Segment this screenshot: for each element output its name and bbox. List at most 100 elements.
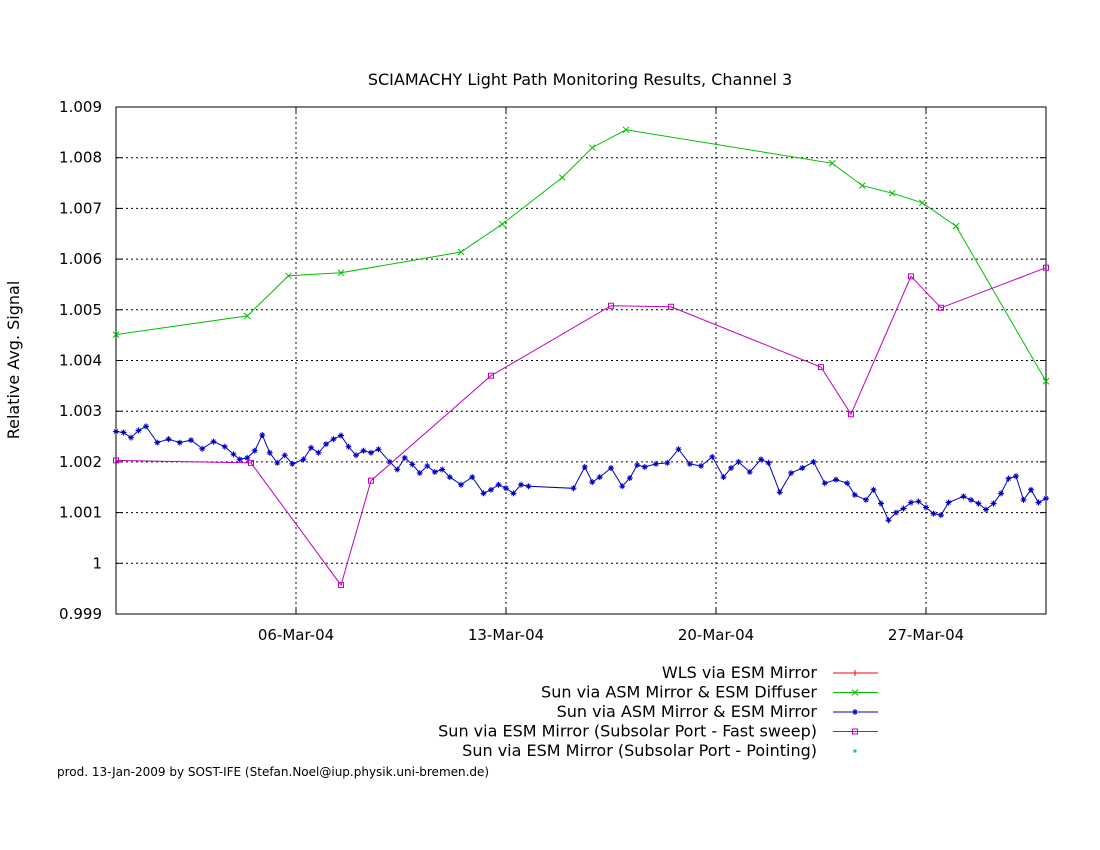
y-tick-label: 1.001	[59, 504, 102, 522]
data-point	[498, 220, 506, 228]
data-point	[143, 423, 149, 430]
y-tick-label: 1.006	[59, 250, 102, 268]
data-point	[375, 446, 382, 453]
data-point	[915, 498, 922, 505]
x-tick-label: 13-Mar-04	[468, 626, 544, 644]
data-point	[833, 476, 839, 483]
legend-entry: Sun via ASM Mirror & ESM Diffuser	[541, 683, 878, 702]
data-point	[893, 509, 899, 516]
data-point	[908, 499, 914, 506]
data-point	[570, 485, 577, 492]
legend-marker	[852, 709, 858, 715]
data-point	[337, 269, 345, 277]
legend-marker	[852, 670, 858, 676]
data-point	[983, 506, 989, 513]
data-point	[634, 461, 641, 468]
data-point	[870, 486, 877, 493]
data-point	[709, 453, 716, 460]
y-tick-label: 1.003	[59, 402, 102, 420]
data-point	[746, 469, 753, 476]
data-point	[799, 464, 806, 471]
data-point	[968, 496, 974, 503]
data-point	[236, 456, 243, 463]
y-tick-label: 1	[92, 554, 102, 572]
series-square-series	[113, 264, 1049, 589]
data-point	[308, 444, 314, 451]
legend-entry: Sun via ESM Mirror (Subsolar Port - Fast…	[438, 722, 878, 741]
data-point	[975, 500, 982, 507]
data-point	[848, 411, 854, 418]
y-tick-label: 1.002	[59, 453, 102, 471]
data-point	[289, 460, 296, 467]
data-point	[230, 451, 237, 458]
data-point	[938, 512, 944, 519]
x-tick-label: 06-Mar-04	[258, 626, 334, 644]
data-point	[923, 504, 929, 511]
data-point	[176, 439, 183, 446]
y-axis-label: Relative Avg. Signal	[4, 281, 23, 440]
data-point	[525, 483, 532, 490]
data-point	[930, 510, 937, 517]
y-tick-label: 1.009	[59, 98, 102, 116]
legend-label: Sun via ASM Mirror & ESM Mirror	[557, 702, 818, 721]
y-tick-label: 1.007	[59, 199, 102, 217]
data-point	[368, 449, 374, 456]
y-tick-label: 0.999	[59, 605, 102, 623]
data-point	[113, 428, 119, 435]
data-point	[135, 427, 142, 434]
data-point	[641, 463, 648, 470]
data-point	[300, 456, 307, 463]
legend-marker	[853, 749, 857, 753]
data-point	[581, 463, 588, 470]
data-point	[720, 474, 727, 481]
data-point	[386, 458, 393, 465]
series-line	[115, 129, 1047, 382]
data-point	[776, 489, 783, 496]
data-point	[221, 443, 228, 450]
data-point	[128, 434, 134, 441]
data-point	[918, 199, 926, 207]
y-axis-ticks: 0.999 1 1.001 1.002 1.003 1.004 1.005 1.006 1.00…	[59, 98, 1046, 623]
data-point	[480, 490, 487, 497]
data-point	[401, 454, 408, 461]
data-point	[728, 464, 734, 471]
data-point	[828, 159, 836, 167]
data-point	[1035, 499, 1042, 506]
data-point	[210, 438, 217, 445]
data-point	[424, 462, 431, 469]
legend-entry: Sun via ESM Mirror (Subsolar Port - Poin…	[462, 741, 857, 760]
data-point	[458, 481, 464, 488]
legend-entry: WLS via ESM Mirror	[662, 663, 878, 682]
data-point	[960, 493, 967, 500]
data-point	[844, 480, 851, 487]
data-point	[394, 466, 401, 473]
y-tick-label: 1.008	[59, 149, 102, 167]
data-point	[338, 432, 344, 439]
legend-label: Sun via ESM Mirror (Subsolar Port - Poin…	[462, 741, 817, 760]
data-point	[188, 437, 194, 444]
data-point	[469, 474, 476, 481]
legend-marker	[852, 728, 858, 735]
series-layer	[112, 126, 1050, 589]
data-point	[558, 174, 566, 181]
series-star-series	[113, 423, 1049, 524]
data-point	[945, 499, 952, 506]
data-point	[243, 312, 251, 320]
data-point	[266, 449, 273, 456]
x-tick-label: 27-Mar-04	[888, 626, 964, 644]
series-line	[115, 425, 1047, 522]
x-axis-ticks: 06-Mar-04 13-Mar-04 20-Mar-04 27-Mar-04	[258, 107, 964, 644]
x-tick-label: 20-Mar-04	[678, 626, 754, 644]
data-point	[315, 449, 322, 456]
data-point	[608, 302, 614, 309]
data-point	[908, 273, 914, 280]
data-point	[251, 447, 258, 454]
data-point	[259, 432, 266, 439]
data-point	[1013, 473, 1019, 480]
legend-entry: Sun via ASM Mirror & ESM Mirror	[557, 702, 878, 721]
data-point	[878, 500, 884, 507]
legend-marker	[851, 689, 859, 696]
data-point	[353, 452, 359, 459]
data-point	[668, 303, 674, 310]
